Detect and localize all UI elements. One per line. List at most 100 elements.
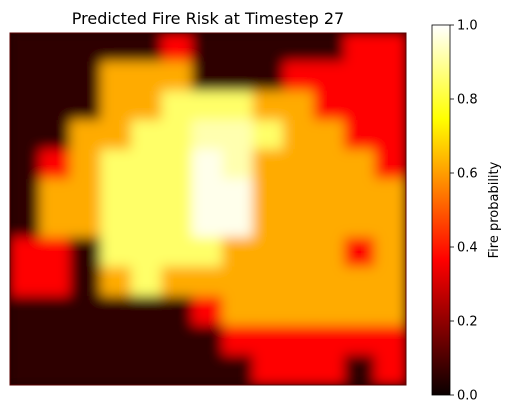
heatmap-cell [130,178,164,210]
heatmap-cell [130,266,164,298]
heatmap-cell [252,178,286,210]
heatmap-cell [100,266,133,298]
heatmap-cell [191,296,225,328]
heatmap-cell [130,354,164,385]
chart-title: Predicted Fire Risk at Timestep 27 [72,9,344,28]
heatmap-cell [10,208,42,240]
heatmap-cell [130,296,164,328]
heatmap-cell [252,90,286,122]
colorbar [431,24,451,396]
heatmap-cell [39,120,72,152]
heatmap-cell [100,325,133,357]
heatmap-cell [39,61,72,93]
heatmap-cell [100,61,133,93]
heatmap-cell [69,266,103,298]
colorbar-label: Fire probability [487,161,502,258]
heatmap-cell [100,237,133,269]
heatmap-cell [39,208,72,240]
heatmap-cell [161,296,194,328]
heatmap-cell [222,266,255,298]
heatmap-cell [313,208,347,240]
heatmap-cell [130,149,164,181]
heatmap-cell [283,208,316,240]
heatmap-cell [10,296,42,328]
heatmap-cell [313,61,347,93]
heatmap-cell [374,61,406,93]
heatmap-cell [283,296,316,328]
heatmap-cell [374,296,406,328]
heatmap-cell [313,325,347,357]
heatmap-cell [161,33,194,64]
heatmap-cell [39,33,72,64]
heatmap-cell [252,296,286,328]
heatmap-cell [344,296,377,328]
heatmap-cell [222,208,255,240]
heatmap-cell [191,33,225,64]
heatmap-cell [283,354,316,385]
heatmap-cell [100,354,133,385]
heatmap-cell [283,90,316,122]
heatmap-cell [191,90,225,122]
heatmap-cell [130,325,164,357]
heatmap-cell [191,208,225,240]
heatmap-cell [313,33,347,64]
heatmap-cell [222,61,255,93]
heatmap-cell [130,237,164,269]
heatmap-cell [283,61,316,93]
heatmap-cell [161,208,194,240]
heatmap-cell [313,354,347,385]
heatmap-cell [313,90,347,122]
heatmap-cell [283,33,316,64]
heatmap-cell [161,237,194,269]
heatmap-cell [283,266,316,298]
heatmap-cell [222,237,255,269]
heatmap-cell [100,296,133,328]
heatmap-cell [222,120,255,152]
heatmap-cell [191,354,225,385]
colorbar-tick-label: 0.2 [457,315,478,330]
heatmap-cell [252,325,286,357]
heatmap-cell [374,90,406,122]
heatmap-cell [161,354,194,385]
heatmap-cell [374,208,406,240]
heatmap-cell [69,178,103,210]
heatmap-cell [252,33,286,64]
heatmap-cell [10,178,42,210]
heatmap-cell [222,354,255,385]
heatmap-cell [10,120,42,152]
heatmap-cell [252,208,286,240]
heatmap-cell [69,90,103,122]
heatmap-cell [39,354,72,385]
heatmap-cell [39,149,72,181]
heatmap-cell [10,266,42,298]
heatmap-cell [100,33,133,64]
heatmap-cell [69,149,103,181]
heatmap-cell [344,354,377,385]
heatmap-cell [69,33,103,64]
heatmap-cell [69,237,103,269]
heatmap-cell [313,120,347,152]
heatmap-cell [10,61,42,93]
heatmap-cell [39,325,72,357]
heatmap-cell [130,120,164,152]
heatmap-cell [313,149,347,181]
heatmap-cell [191,120,225,152]
heatmap-cell [222,149,255,181]
heatmap-cell [374,237,406,269]
heatmap-cell [161,266,194,298]
heatmap-cell [313,237,347,269]
heatmap-cell [252,354,286,385]
heatmap-cell [191,149,225,181]
heatmap-cell [313,178,347,210]
heatmap-cell [161,149,194,181]
heatmap-cell [130,33,164,64]
heatmap-cell [252,120,286,152]
heatmap-cell [344,33,377,64]
heatmap-cell [283,149,316,181]
heatmap-cell [344,266,377,298]
heatmap-frame [9,32,407,386]
heatmap-plot-area [10,33,406,385]
heatmap-cell [191,61,225,93]
heatmap-cell [10,325,42,357]
colorbar-tick-label: 0.8 [457,93,478,108]
